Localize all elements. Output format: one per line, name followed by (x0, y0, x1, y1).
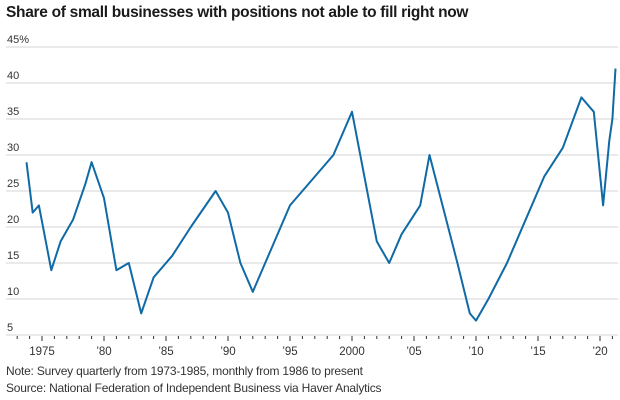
x-axis: 1975 ’80 ’85 ’90 ’95 2000 ’05 ’10 ’15 ’20 (16, 336, 613, 358)
gridlines (6, 46, 618, 336)
x-tick-label-2010: ’10 (468, 346, 483, 358)
series-line (25, 68, 617, 322)
y-tick-label-25: 25 (7, 178, 19, 190)
y-tick-label-10: 10 (7, 286, 19, 298)
x-tick-label-1980: ’80 (96, 346, 111, 358)
x-tick-label-1995: ’95 (282, 346, 297, 358)
x-tick-label-1975: 1975 (29, 346, 55, 358)
y-tick-label-35: 35 (7, 106, 19, 118)
chart-title: Share of small businesses with positions… (6, 4, 469, 21)
x-tick-label-2000: 2000 (339, 346, 365, 358)
chart-note: Note: Survey quarterly from 1973-1985, m… (6, 364, 363, 378)
y-tick-label-5: 5 (7, 322, 13, 334)
y-tick-label-30: 30 (7, 142, 19, 154)
y-tick-label-20: 20 (7, 214, 19, 226)
y-axis-labels: 45% 40 35 30 25 20 15 10 5 (7, 34, 29, 334)
x-tick-label-2015: ’15 (530, 346, 545, 358)
series-layer (25, 68, 617, 322)
y-tick-label-45: 45% (7, 34, 29, 46)
x-tick-label-1990: ’90 (220, 346, 235, 358)
x-tick-label-1985: ’85 (158, 346, 173, 358)
y-tick-label-15: 15 (7, 250, 19, 262)
x-tick-label-2020: ’20 (592, 346, 607, 358)
y-tick-label-40: 40 (7, 70, 19, 82)
x-tick-label-2005: ’05 (406, 346, 421, 358)
chart-source: Source: National Federation of Independe… (6, 381, 382, 395)
